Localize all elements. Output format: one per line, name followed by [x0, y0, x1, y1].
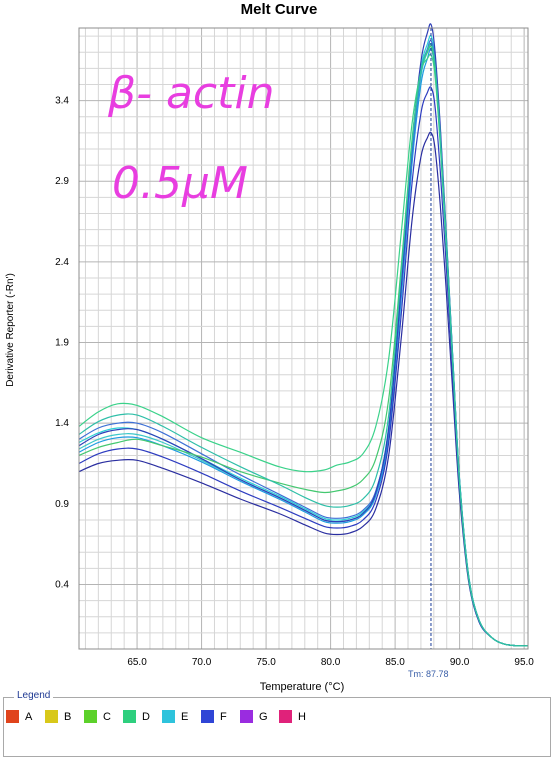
legend-swatch [162, 710, 175, 723]
legend-item: G [240, 710, 279, 723]
y-tick-label: 1.9 [55, 338, 69, 349]
legend-title: Legend [14, 690, 54, 701]
legend-label: B [64, 710, 72, 723]
legend-swatch [123, 710, 136, 723]
legend-label: F [220, 710, 227, 723]
x-axis-label: Temperature (°C) [260, 681, 344, 693]
legend-item: F [201, 710, 240, 723]
y-tick-label: 2.9 [55, 176, 69, 187]
y-tick-label: 1.4 [55, 418, 69, 429]
x-tick-label: 90.0 [450, 657, 470, 668]
legend-items: A B C D E F G H [6, 710, 318, 723]
y-axis-label: Derivative Reporter (-Rn') [5, 273, 16, 387]
annotation-line-1: β- actin [107, 68, 274, 119]
legend-swatch [6, 710, 19, 723]
legend: Legend A B C D E F G H [3, 690, 551, 757]
series-line [78, 42, 529, 647]
legend-label: D [142, 710, 150, 723]
legend-label: C [103, 710, 111, 723]
x-tick-label: 75.0 [256, 657, 276, 668]
series-lines [78, 23, 529, 647]
plot-frame [78, 27, 529, 650]
x-tick-label: 85.0 [385, 657, 405, 668]
melt-curve-chart: Melt Curve 65.0 70.0 75.0 80.0 85.0 90.0 95.0 0… [5, 1, 534, 693]
legend-label: E [181, 710, 189, 723]
x-tick-label: 70.0 [192, 657, 212, 668]
chart-title: Melt Curve [241, 1, 318, 18]
legend-label: A [25, 710, 33, 723]
legend-item: C [84, 710, 123, 723]
legend-item: D [123, 710, 162, 723]
legend-swatch [201, 710, 214, 723]
legend-swatch [279, 710, 292, 723]
y-tick-label: 3.4 [55, 96, 69, 107]
legend-swatch [84, 710, 97, 723]
x-tick-label: 80.0 [321, 657, 341, 668]
handwritten-annotation: β- actin 0.5μM [107, 68, 274, 209]
legend-swatch [240, 710, 253, 723]
legend-swatch [45, 710, 58, 723]
tm-marker: Tm: 87.78 [408, 28, 449, 679]
x-tick-label: 95.0 [514, 657, 534, 668]
axis-ticks: 65.0 70.0 75.0 80.0 85.0 90.0 95.0 0.4 0.9 1.4 1.9… [55, 96, 534, 668]
x-tick-label: 65.0 [127, 657, 147, 668]
plot-background [79, 28, 528, 649]
legend-item: E [162, 710, 201, 723]
legend-label: H [298, 710, 306, 723]
legend-label: G [259, 710, 268, 723]
legend-item: A [6, 710, 45, 723]
legend-item: H [279, 710, 318, 723]
y-tick-label: 0.9 [55, 499, 69, 510]
annotation-line-2: 0.5μM [112, 158, 248, 209]
tm-label: Tm: 87.78 [408, 669, 449, 679]
y-tick-label: 0.4 [55, 579, 69, 590]
legend-item: B [45, 710, 84, 723]
y-tick-label: 2.4 [55, 257, 69, 268]
